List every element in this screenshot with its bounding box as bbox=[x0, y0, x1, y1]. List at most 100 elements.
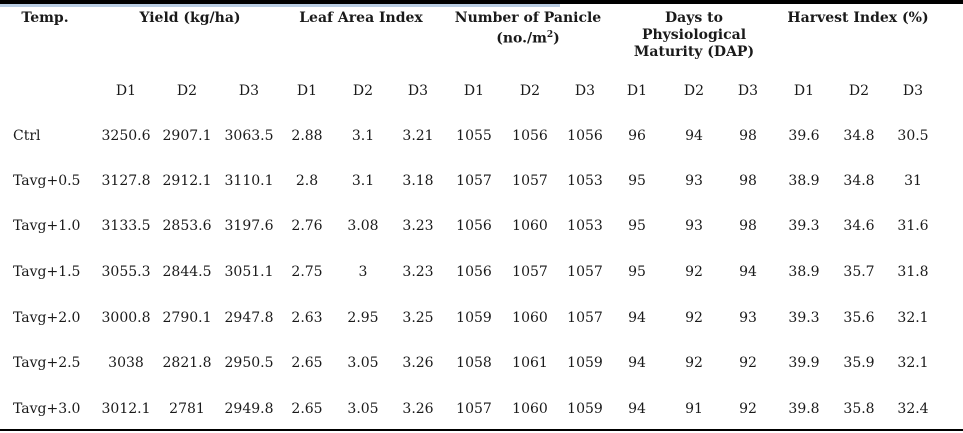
table-cell: 2.95 bbox=[347, 310, 379, 326]
subheader-cell: D1 bbox=[626, 83, 648, 99]
table-cell: 95 bbox=[628, 218, 646, 234]
subheader-cell: D3 bbox=[902, 83, 924, 99]
table-cell: 1056 bbox=[567, 128, 603, 144]
table-cell: 39.6 bbox=[788, 128, 820, 144]
table-cell: 2912.1 bbox=[162, 173, 212, 189]
table-cell: 39.3 bbox=[788, 310, 820, 326]
table-cell: 93 bbox=[739, 310, 757, 326]
table-cell: 2844.5 bbox=[162, 264, 212, 280]
table-cell: 1057 bbox=[456, 401, 492, 417]
table-cell: 92 bbox=[685, 355, 703, 371]
table-cell: 92 bbox=[685, 264, 703, 280]
table-cell: 95 bbox=[628, 173, 646, 189]
table-cell: 94 bbox=[628, 355, 646, 371]
table-cell: 3.18 bbox=[402, 173, 434, 189]
table-cell: 38.9 bbox=[788, 173, 820, 189]
table-cell: 1057 bbox=[512, 173, 548, 189]
table-cell: 3.21 bbox=[402, 128, 434, 144]
table-cell: 32.1 bbox=[897, 310, 929, 326]
table-cell: 2790.1 bbox=[162, 310, 212, 326]
table-cell: 95 bbox=[628, 264, 646, 280]
table-cell: 3.05 bbox=[347, 401, 379, 417]
table-cell: 1059 bbox=[456, 310, 492, 326]
header-days-to-maturity: Days to Physiological Maturity (DAP) bbox=[634, 10, 754, 61]
table-cell: 3.1 bbox=[351, 173, 375, 189]
table-cell: 1053 bbox=[567, 218, 603, 234]
subheader-cell: D2 bbox=[176, 83, 198, 99]
row-label: Tavg+1.0 bbox=[13, 218, 81, 234]
row-label: Tavg+2.0 bbox=[13, 310, 81, 326]
table-cell: 1056 bbox=[512, 128, 548, 144]
subheader-cell: D1 bbox=[793, 83, 815, 99]
table-cell: 1061 bbox=[512, 355, 548, 371]
subheader-cell: D1 bbox=[115, 83, 137, 99]
subheader-cell: D2 bbox=[352, 83, 374, 99]
subheader-cell: D1 bbox=[463, 83, 485, 99]
header-number-of-panicle: Number of Panicle (no./m2) bbox=[455, 10, 601, 48]
table-cell: 1055 bbox=[456, 128, 492, 144]
row-label: Tavg+1.5 bbox=[13, 264, 81, 280]
table-cell: 2.75 bbox=[291, 264, 323, 280]
table-cell: 39.3 bbox=[788, 218, 820, 234]
table-cell: 96 bbox=[628, 128, 646, 144]
table-cell: 94 bbox=[685, 128, 703, 144]
table-cell: 31.6 bbox=[897, 218, 929, 234]
row-label: Tavg+2.5 bbox=[13, 355, 81, 371]
table-cell: 1060 bbox=[512, 218, 548, 234]
table-cell: 32.1 bbox=[897, 355, 929, 371]
subheader-cell: D3 bbox=[407, 83, 429, 99]
subheader-cell: D2 bbox=[683, 83, 705, 99]
header-days-line1: Days to bbox=[665, 10, 723, 26]
table-cell: 3133.5 bbox=[101, 218, 151, 234]
table-cell: 1060 bbox=[512, 401, 548, 417]
header-yield: Yield (kg/ha) bbox=[139, 10, 241, 26]
top-rule bbox=[0, 0, 963, 4]
table-cell: 35.6 bbox=[843, 310, 875, 326]
table-cell: 92 bbox=[685, 310, 703, 326]
table-cell: 3000.8 bbox=[101, 310, 151, 326]
table-cell: 35.9 bbox=[843, 355, 875, 371]
table-cell: 35.8 bbox=[843, 401, 875, 417]
header-temp: Temp. bbox=[21, 10, 69, 26]
table-cell: 2.76 bbox=[291, 218, 323, 234]
table-cell: 91 bbox=[685, 401, 703, 417]
subheader-cell: D2 bbox=[848, 83, 870, 99]
header-panicle-line1: Number of Panicle bbox=[454, 10, 602, 26]
table-cell: 94 bbox=[628, 310, 646, 326]
table-cell: 2.8 bbox=[295, 173, 319, 189]
table-cell: 98 bbox=[739, 218, 757, 234]
table-cell: 2821.8 bbox=[162, 355, 212, 371]
table-cell: 38.9 bbox=[788, 264, 820, 280]
header-days-line3: Maturity (DAP) bbox=[633, 44, 755, 60]
table-cell: 3.23 bbox=[402, 218, 434, 234]
table-cell: 39.9 bbox=[788, 355, 820, 371]
row-label: Tavg+0.5 bbox=[13, 173, 81, 189]
table-cell: 32.4 bbox=[897, 401, 929, 417]
subheader-cell: D1 bbox=[296, 83, 318, 99]
table-cell: 2781 bbox=[169, 401, 205, 417]
table-cell: 31 bbox=[904, 173, 922, 189]
table-cell: 39.8 bbox=[788, 401, 820, 417]
table-cell: 2853.6 bbox=[162, 218, 212, 234]
table-cell: 1053 bbox=[567, 173, 603, 189]
table-cell: 1057 bbox=[512, 264, 548, 280]
subheader-cell: D2 bbox=[519, 83, 541, 99]
header-panicle-line2: (no./m2) bbox=[496, 30, 560, 47]
table-cell: 1058 bbox=[456, 355, 492, 371]
table-cell: 3.23 bbox=[402, 264, 434, 280]
table-cell: 30.5 bbox=[897, 128, 929, 144]
table-cell: 1059 bbox=[567, 355, 603, 371]
table-cell: 3 bbox=[358, 264, 368, 280]
header-days-line2: Physiological bbox=[641, 27, 747, 43]
row-label: Ctrl bbox=[13, 128, 41, 144]
selection-highlight bbox=[0, 4, 560, 7]
table-cell: 3012.1 bbox=[101, 401, 151, 417]
table-cell: 94 bbox=[739, 264, 757, 280]
bottom-rule bbox=[0, 429, 963, 431]
header-leaf-area-index: Leaf Area Index bbox=[299, 10, 423, 26]
table-cell: 3.26 bbox=[402, 401, 434, 417]
table-cell: 34.8 bbox=[843, 128, 875, 144]
table-cell: 3.26 bbox=[402, 355, 434, 371]
subheader-cell: D3 bbox=[238, 83, 260, 99]
table-cell: 3038 bbox=[108, 355, 144, 371]
